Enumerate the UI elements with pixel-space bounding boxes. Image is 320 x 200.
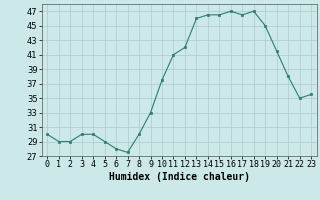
X-axis label: Humidex (Indice chaleur): Humidex (Indice chaleur) <box>109 172 250 182</box>
